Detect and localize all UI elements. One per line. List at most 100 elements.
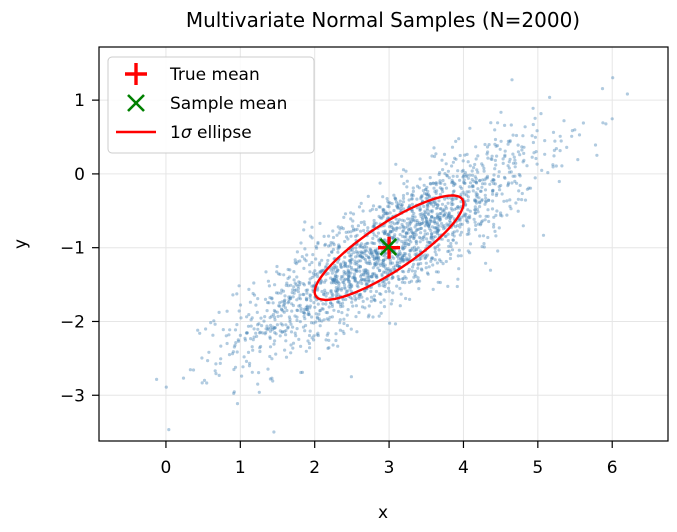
sample-point <box>413 230 417 234</box>
sample-point <box>355 262 359 266</box>
legend-ellipse-label: 1σ ellipse <box>170 123 252 143</box>
sample-point <box>341 304 345 308</box>
sample-point <box>283 348 287 352</box>
sample-point <box>468 173 472 177</box>
sample-point <box>494 234 498 238</box>
sample-point <box>482 245 486 249</box>
sample-point <box>388 258 392 262</box>
sample-point <box>406 231 410 235</box>
sample-point <box>425 271 430 275</box>
sample-point <box>340 311 344 315</box>
sample-point <box>374 249 378 253</box>
sample-point <box>433 189 437 194</box>
sample-point <box>446 284 450 288</box>
sample-point <box>420 194 424 198</box>
sample-point <box>231 350 235 354</box>
sample-point <box>268 354 272 359</box>
sample-point <box>293 258 297 262</box>
sample-point <box>396 264 400 268</box>
sample-point <box>338 321 342 325</box>
sample-point <box>420 212 424 216</box>
sample-point <box>576 158 580 162</box>
sample-point <box>581 121 586 125</box>
sample-point <box>466 160 470 164</box>
sample-point <box>370 275 374 279</box>
sample-point <box>308 306 312 310</box>
sample-point <box>191 368 196 372</box>
sample-point <box>491 189 495 194</box>
sample-point <box>520 198 524 202</box>
sample-point <box>418 279 422 283</box>
sample-point <box>272 308 276 313</box>
sample-point <box>491 188 495 192</box>
sample-point <box>359 201 363 205</box>
sample-point <box>423 253 427 257</box>
sample-point <box>332 265 336 270</box>
sample-point <box>462 181 467 185</box>
sample-point <box>404 231 408 235</box>
sample-point <box>375 252 379 256</box>
sample-point <box>283 301 287 305</box>
sample-point <box>465 219 469 223</box>
sample-point <box>405 225 409 229</box>
sample-point <box>295 318 299 322</box>
sample-point <box>298 293 302 297</box>
sample-point <box>288 268 292 272</box>
sample-point <box>372 294 376 298</box>
sample-point <box>366 194 370 198</box>
sample-point <box>360 295 364 299</box>
sample-point <box>381 264 385 268</box>
sample-point <box>214 372 218 376</box>
sample-point <box>394 228 398 232</box>
sample-point <box>409 228 413 232</box>
sample-point <box>323 266 328 270</box>
sample-point <box>424 217 428 221</box>
sample-point <box>449 196 453 200</box>
sample-point <box>403 241 407 245</box>
sample-point <box>429 232 434 236</box>
sample-point <box>326 331 330 335</box>
sample-point <box>426 197 430 201</box>
sample-point <box>331 247 335 252</box>
sample-point <box>467 190 471 194</box>
sample-point <box>525 187 530 191</box>
sample-point <box>429 215 434 219</box>
sample-point <box>425 232 430 236</box>
sample-point <box>396 220 400 224</box>
sample-point <box>494 163 498 167</box>
sample-point <box>293 314 297 318</box>
sample-point <box>448 213 452 217</box>
sample-point <box>281 309 285 313</box>
sample-point <box>271 301 275 305</box>
sample-point <box>521 224 525 228</box>
sample-point <box>388 321 392 325</box>
sample-point <box>412 249 416 253</box>
sample-point <box>290 291 294 295</box>
sample-point <box>200 381 204 385</box>
sample-point <box>365 272 370 276</box>
sample-point <box>409 279 414 283</box>
sample-point <box>314 257 318 261</box>
sample-point <box>493 167 497 171</box>
sample-point <box>365 241 369 245</box>
sample-point <box>359 242 364 246</box>
sample-point <box>461 175 465 179</box>
sample-point <box>342 260 346 264</box>
sample-point <box>348 274 352 278</box>
sample-point <box>480 199 484 203</box>
sample-point <box>380 262 384 266</box>
sample-point <box>322 318 326 322</box>
sample-point <box>367 275 371 279</box>
sample-point <box>383 257 387 261</box>
sample-point <box>401 247 405 251</box>
x-tick-label: 3 <box>384 458 395 478</box>
sample-point <box>250 316 254 320</box>
sample-point <box>338 227 342 231</box>
sample-point <box>311 271 315 275</box>
sample-point <box>227 333 231 337</box>
sample-point <box>496 121 500 125</box>
sample-point <box>436 203 440 207</box>
sample-point <box>308 263 312 267</box>
sample-point <box>400 218 404 222</box>
sample-point <box>294 334 298 338</box>
